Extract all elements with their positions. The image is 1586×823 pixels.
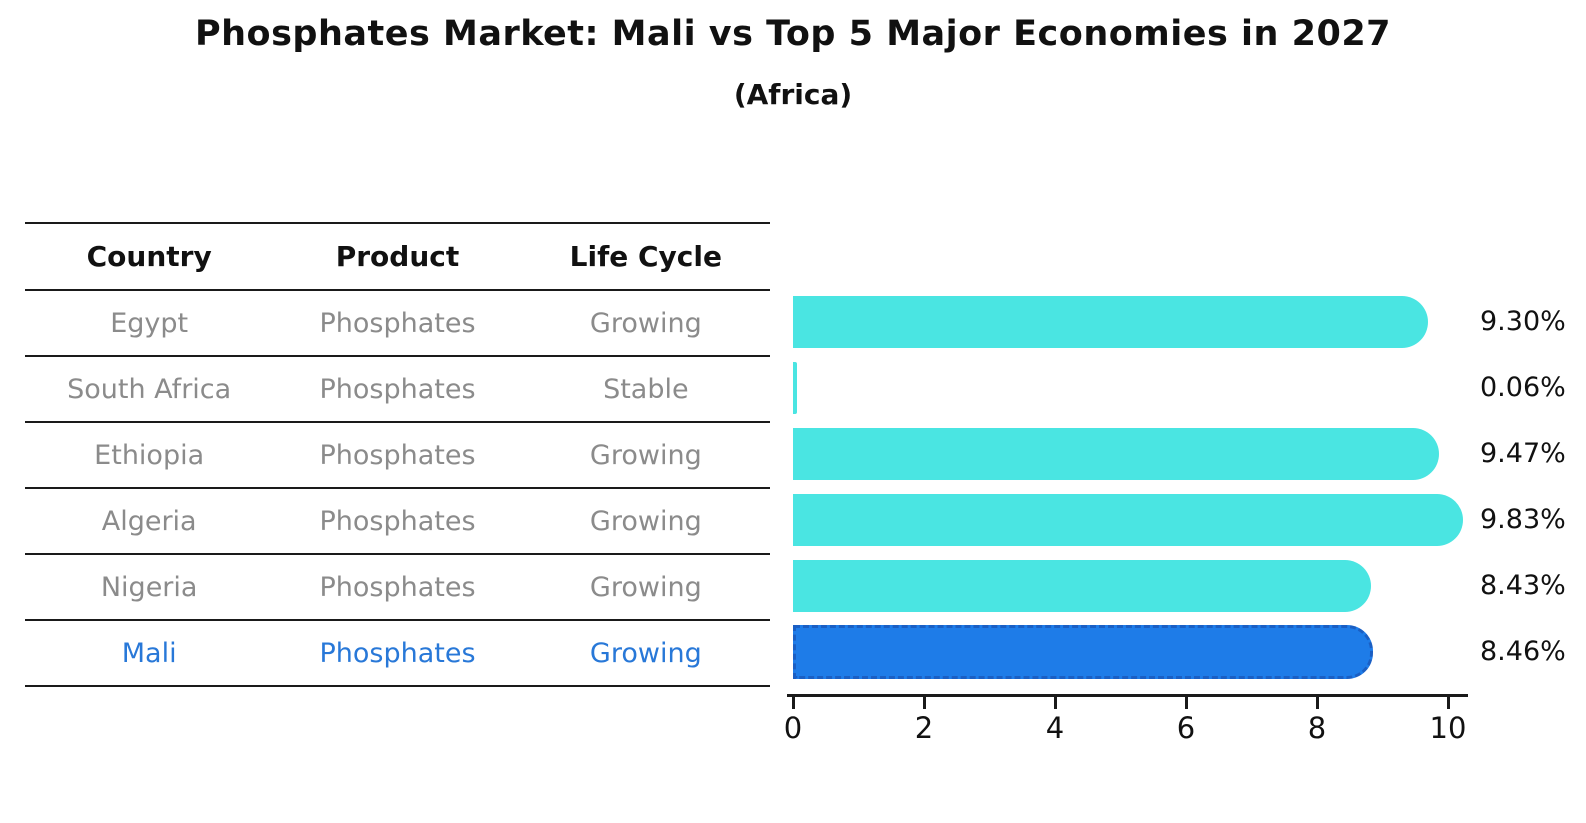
x-axis-tick: [1446, 697, 1450, 709]
table-header-row: Country Product Life Cycle: [25, 223, 770, 291]
country-cell: South Africa: [25, 356, 274, 423]
table-row: South Africa Phosphates Stable: [25, 356, 770, 423]
x-axis-tick: [1315, 697, 1319, 709]
chart-subtitle: (Africa): [733, 78, 853, 111]
country-cell: Ethiopia: [25, 422, 274, 489]
bar-value-label: 9.47%: [1480, 438, 1566, 469]
product-cell: Phosphates: [273, 554, 522, 621]
bar: [793, 428, 1440, 480]
x-axis-tick: [922, 697, 926, 709]
x-axis-tick-label: 10: [1429, 711, 1467, 745]
country-cell: Algeria: [25, 488, 274, 555]
x-axis-tick-label: 4: [1045, 711, 1065, 745]
life-cycle-cell: Growing: [521, 422, 770, 489]
country-table: Country Product Life Cycle Egypt Phosphat…: [25, 222, 770, 687]
bar: [793, 296, 1429, 348]
table-header: Country Product Life Cycle: [25, 223, 770, 291]
table-row: Ethiopia Phosphates Growing: [25, 422, 770, 489]
column-header-life-cycle: Life Cycle: [521, 223, 770, 291]
product-cell: Phosphates: [273, 290, 522, 357]
table-row: Nigeria Phosphates Growing: [25, 554, 770, 621]
product-cell: Phosphates: [273, 422, 522, 489]
bar-value-label: 8.43%: [1480, 570, 1566, 601]
table-row: Mali Phosphates Growing: [25, 620, 770, 687]
product-cell: Phosphates: [273, 356, 522, 423]
life-cycle-cell: Growing: [521, 290, 770, 357]
x-axis-tick-label: 2: [914, 711, 934, 745]
bar-highlighted: [793, 625, 1374, 679]
life-cycle-cell: Growing: [521, 488, 770, 555]
table-row: Algeria Phosphates Growing: [25, 488, 770, 555]
life-cycle-cell: Growing: [521, 620, 770, 687]
country-cell: Mali: [25, 620, 274, 687]
x-axis-tick: [791, 697, 795, 709]
bar: [793, 494, 1463, 546]
country-cell: Egypt: [25, 290, 274, 357]
table-body: Egypt Phosphates Growing South Africa Phosph…: [25, 290, 770, 687]
bar-value-label: 0.06%: [1480, 372, 1566, 403]
life-cycle-cell: Growing: [521, 554, 770, 621]
x-axis-tick-label: 0: [783, 711, 803, 745]
bar-value-label: 9.30%: [1480, 306, 1566, 337]
product-cell: Phosphates: [273, 488, 522, 555]
table-row: Egypt Phosphates Growing: [25, 290, 770, 357]
life-cycle-cell: Stable: [521, 356, 770, 423]
bar-value-label: 8.46%: [1480, 636, 1566, 667]
column-header-country: Country: [25, 223, 274, 291]
x-axis-tick-label: 8: [1307, 711, 1327, 745]
bar-value-label: 9.83%: [1480, 504, 1566, 535]
x-axis-tick: [1053, 697, 1057, 709]
product-cell: Phosphates: [273, 620, 522, 687]
x-axis-tick-label: 6: [1176, 711, 1196, 745]
bar: [793, 560, 1372, 612]
country-cell: Nigeria: [25, 554, 274, 621]
x-axis-tick: [1184, 697, 1188, 709]
column-header-product: Product: [273, 223, 522, 291]
bar: [793, 362, 797, 414]
x-axis-line: [787, 694, 1468, 697]
chart-title: Phosphates Market: Mali vs Top 5 Major E…: [194, 14, 1392, 54]
